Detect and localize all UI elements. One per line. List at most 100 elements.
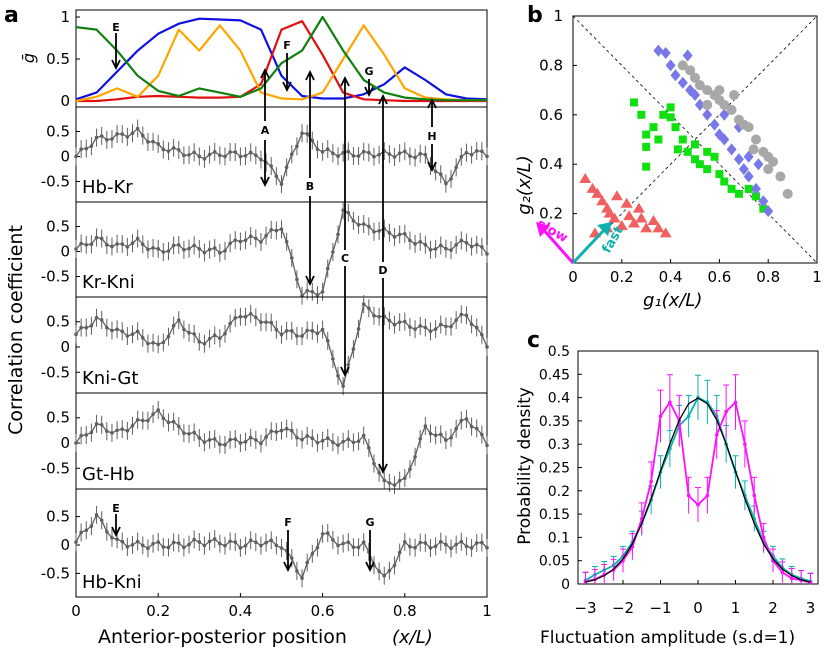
corr-point xyxy=(79,433,83,438)
scatter-point-green xyxy=(637,110,646,119)
corr-point xyxy=(351,219,356,223)
corr-point xyxy=(284,239,289,244)
scatter-point-blue xyxy=(677,76,688,89)
corr-point xyxy=(187,431,191,436)
corr-point xyxy=(264,320,268,324)
scatter-point-blue xyxy=(719,133,730,146)
corr-point xyxy=(351,347,356,351)
corr-point xyxy=(156,408,160,412)
corr-point xyxy=(295,569,299,573)
corr-point xyxy=(176,243,181,247)
corr-point xyxy=(212,537,217,541)
b-x-tick-label: 0.2 xyxy=(610,268,634,286)
corr-point xyxy=(474,242,479,247)
corr-point xyxy=(279,546,284,550)
panel-c: −3 −2 −1 0 1 2 3 0 0.05 0.1 0.15 0.2 0.25 0.3 0.35 0.4 0… xyxy=(539,344,819,617)
corr-point xyxy=(480,332,484,337)
corr-point xyxy=(408,325,412,329)
corr-point xyxy=(146,341,150,346)
c-point-magenta xyxy=(714,433,719,437)
scatter-point-red xyxy=(610,190,623,201)
corr-point xyxy=(413,242,417,246)
corr-point xyxy=(197,436,202,440)
gbar-frame xyxy=(75,9,488,108)
panel-c-xlabel: Fluctuation amplitude (s.d=1) xyxy=(540,628,795,648)
corr-tick-label: -0.5 xyxy=(41,268,70,286)
annotation-g-bottom: G xyxy=(365,516,374,529)
scatter-point-red xyxy=(596,195,609,206)
corr-point xyxy=(115,428,119,433)
c-point-magenta xyxy=(743,442,747,447)
corr-point xyxy=(233,238,238,242)
scatter-point-green xyxy=(691,155,699,164)
corr-point xyxy=(156,540,160,544)
corr-point xyxy=(259,441,263,446)
annotation-d: D xyxy=(378,264,387,277)
corr-point xyxy=(279,332,284,337)
corr-point xyxy=(274,543,279,548)
scatter-point-blue xyxy=(719,108,730,121)
scatter-point-blue xyxy=(743,170,754,183)
scatter-point-gray xyxy=(748,144,759,155)
arrow-g-top-head xyxy=(364,86,374,98)
corr-tick-label: 0.5 xyxy=(46,123,70,141)
scatter-point-green xyxy=(734,189,743,198)
corr-point xyxy=(207,438,212,442)
corr-point xyxy=(305,132,309,136)
c-y-tick-label: 0.4 xyxy=(548,391,570,407)
x-tick-label: 0.6 xyxy=(311,602,335,620)
corr-point xyxy=(279,428,284,433)
corr-tick-label: -0.5 xyxy=(41,564,70,582)
scatter-point-green xyxy=(678,135,687,144)
scatter-point-green xyxy=(752,192,760,201)
annotation-h: H xyxy=(427,130,436,143)
corr-point xyxy=(403,540,407,544)
corr-point xyxy=(305,288,309,293)
corr-point xyxy=(197,247,202,251)
corr-point xyxy=(413,545,417,550)
corr-point xyxy=(187,330,191,335)
corr-point xyxy=(115,537,119,542)
corr-point xyxy=(110,137,114,141)
corr-point xyxy=(228,241,232,246)
gbar-tick-label: 0 xyxy=(60,92,70,110)
corr-point xyxy=(89,324,94,328)
c-point-magenta xyxy=(789,576,794,581)
corr-point xyxy=(115,242,119,246)
corr-point xyxy=(238,314,243,319)
c-y-tick-label: 0.25 xyxy=(539,461,570,477)
panel-a: 0 0.5 1 0.5 0 -0.5 Hb-Kr 0.5 0 -0.5 Kr-Kni 0.5 0 -0.5… xyxy=(41,8,492,620)
c-y-tick-label: 0.35 xyxy=(539,414,570,430)
corr-point xyxy=(361,149,366,154)
scatter-point-gray xyxy=(685,65,696,76)
scatter-point-gray xyxy=(694,80,705,91)
corr-tick-label: 0.5 xyxy=(46,313,70,331)
corr-point xyxy=(264,435,268,439)
corr-point xyxy=(74,332,78,337)
corr-point xyxy=(125,545,130,549)
corr-point xyxy=(418,324,423,328)
b-y-tick-label: 0.6 xyxy=(539,106,563,124)
scatter-point-gray xyxy=(702,99,713,110)
corr-point xyxy=(438,432,443,437)
scatter-point-green xyxy=(666,113,675,122)
corr-point xyxy=(454,243,458,247)
corr-point xyxy=(413,454,417,459)
c-point-magenta xyxy=(668,400,672,405)
scatter-point-blue xyxy=(702,108,713,121)
scatter-point-red xyxy=(603,207,616,218)
scatter-point-green xyxy=(642,130,651,139)
corr-point xyxy=(433,544,438,549)
corr-point xyxy=(361,433,366,438)
corr-point xyxy=(79,147,83,151)
panel-a-xlabel: Anterior-posterior position xyxy=(98,626,347,648)
scatter-point-blue xyxy=(733,153,744,166)
scatter-point-green xyxy=(654,135,663,144)
corr-point xyxy=(84,146,89,151)
corr-point xyxy=(110,328,114,333)
corr-point xyxy=(202,440,207,445)
corr-point xyxy=(454,165,458,170)
corr-point xyxy=(377,152,381,157)
scatter-point-gray xyxy=(763,164,774,175)
corr-point xyxy=(94,513,99,517)
